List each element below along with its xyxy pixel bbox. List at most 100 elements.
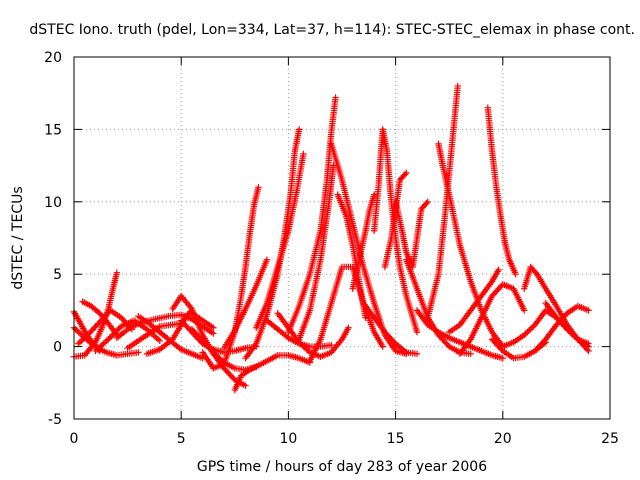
data-point [210, 349, 217, 356]
data-point [328, 341, 335, 349]
data-point [528, 324, 536, 331]
data-point [525, 327, 533, 334]
data-point [210, 324, 217, 331]
data-point [512, 271, 519, 278]
data-point [585, 340, 592, 347]
x-tick-label: 5 [177, 431, 186, 447]
data-point [115, 326, 122, 333]
data-point [103, 337, 110, 345]
data-point [413, 350, 421, 358]
data-point [403, 169, 410, 177]
data-point [584, 346, 591, 353]
data-point [424, 198, 431, 205]
data-point [423, 200, 430, 207]
data-point [295, 126, 303, 133]
data-point [362, 314, 369, 321]
data-point [78, 337, 85, 345]
data-point [298, 341, 306, 349]
data-point [302, 344, 309, 352]
data-point [563, 326, 571, 333]
data-point [499, 354, 506, 362]
data-point [467, 350, 474, 358]
y-tick-label: -5 [48, 412, 62, 428]
data-point [532, 269, 540, 276]
data-point [112, 328, 119, 336]
data-point [332, 94, 339, 101]
data-point [75, 328, 82, 336]
x-tick-label: 0 [70, 431, 79, 447]
data-point [401, 171, 409, 178]
data-point [153, 334, 160, 342]
data-point [81, 334, 88, 342]
data-point [283, 333, 291, 340]
data-point [562, 324, 569, 331]
data-point [524, 328, 531, 336]
data-point [522, 330, 529, 337]
data-point [263, 256, 271, 263]
data-point [78, 331, 85, 339]
y-axis-label: dSTEC / TECUs [10, 186, 26, 289]
x-tick-label: 20 [494, 431, 512, 447]
data-point [76, 330, 84, 337]
data-point [565, 327, 572, 334]
data-point [401, 347, 408, 355]
data-point [570, 331, 577, 339]
data-point [521, 331, 528, 339]
data-point [156, 337, 163, 345]
data-point [454, 82, 461, 90]
data-point [109, 331, 116, 339]
data-point [208, 347, 216, 355]
chart-title: dSTEC Iono. truth (pdel, Lon=334, Lat=37… [29, 22, 635, 38]
data-point [107, 333, 115, 340]
data-point [495, 266, 502, 274]
data-point [566, 328, 574, 336]
data-point [345, 324, 352, 331]
data-point [413, 328, 421, 336]
data-point [105, 336, 112, 343]
data-point [84, 331, 91, 339]
data-point [242, 382, 249, 389]
data-point [101, 339, 109, 346]
data-point [135, 349, 142, 356]
data-point [214, 353, 222, 360]
x-tick-label: 10 [279, 431, 297, 447]
data-point [571, 333, 578, 340]
data-point [370, 191, 378, 198]
data-point [106, 334, 113, 342]
data-point [75, 340, 82, 347]
y-tick-label: 15 [44, 122, 62, 138]
data-point [113, 327, 121, 334]
data-point [527, 326, 534, 333]
y-tick-label: 20 [44, 50, 62, 66]
data-point [154, 336, 162, 343]
data-point [303, 346, 310, 353]
x-axis-label: GPS time / hours of day 283 of year 2006 [197, 459, 487, 475]
data-points [70, 82, 592, 394]
data-point [379, 343, 386, 350]
data-point [300, 150, 307, 158]
data-point [113, 269, 121, 276]
data-point [521, 307, 528, 314]
data-point [110, 330, 118, 337]
data-point [568, 330, 575, 337]
data-point [305, 347, 312, 355]
data-point [573, 334, 580, 342]
data-point [216, 354, 223, 362]
data-point [211, 350, 219, 358]
data-point [585, 347, 592, 355]
data-point [72, 326, 79, 333]
data-point [297, 340, 304, 347]
grid-lines [74, 57, 610, 419]
x-tick-label: 15 [387, 431, 405, 447]
data-point [73, 327, 81, 334]
data-point [210, 330, 217, 337]
data-point [255, 184, 262, 191]
data-point [79, 336, 87, 343]
data-point [300, 343, 307, 350]
plot-frame [73, 56, 611, 420]
x-tick-label: 25 [601, 431, 619, 447]
data-point [90, 342, 98, 349]
axis-ticks [73, 56, 611, 420]
data-point [100, 340, 107, 347]
